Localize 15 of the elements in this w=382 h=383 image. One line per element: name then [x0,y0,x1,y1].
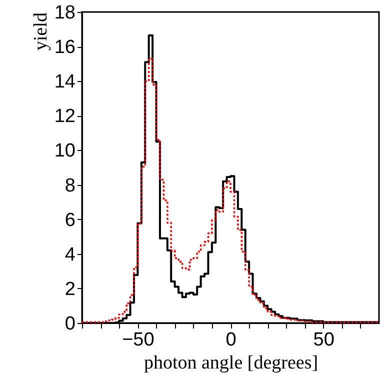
x-tick-label: 0 [226,330,236,350]
y-tick-label: 12 [54,106,76,128]
x-axis-title: photon angle [degrees] [144,352,318,374]
x-tick-label: 50 [313,330,334,350]
y-tick-label: 14 [54,72,76,93]
y-tick-label: 2 [64,278,76,300]
y-tick-label: 18 [54,2,76,24]
y-tick-label: 8 [64,175,76,196]
y-axis-title: yield [30,12,52,50]
y-tick-label: 10 [54,140,76,162]
y-tick-label: 16 [54,37,76,58]
y-tick-label: 0 [64,314,76,334]
y-tick-label: 4 [64,244,76,266]
x-tick-label: −50 [122,330,154,350]
y-tick-label: 6 [64,210,76,231]
